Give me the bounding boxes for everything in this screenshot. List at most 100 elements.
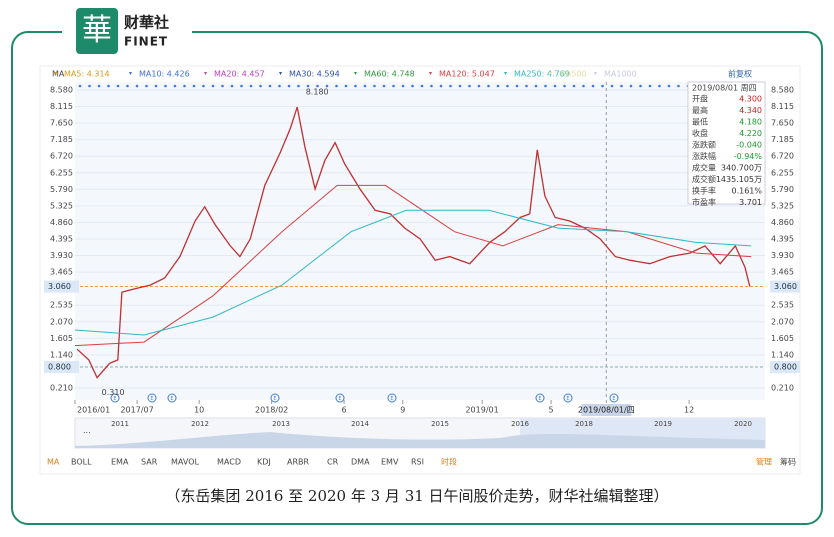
y-tick-label-right: 1.140 (771, 350, 794, 359)
right-tab[interactable]: 管理 (756, 457, 772, 467)
event-dot (563, 84, 566, 88)
navigator-handle: ··· (83, 429, 91, 438)
caption: （东岳集团 2016 至 2020 年 3 月 31 日午间股价走势，财华社编辑… (165, 487, 668, 505)
x-tick-label: 2019/01 (465, 406, 498, 415)
y-tick-label: 3.930 (50, 251, 73, 260)
y-tick-label-right: 8.580 (771, 86, 794, 95)
y-tick-label: 6.720 (50, 152, 73, 161)
navigator-year: 2015 (431, 420, 449, 428)
event-marker (563, 393, 573, 403)
info-label: 成交量 (692, 163, 716, 173)
info-label: 市盈率 (692, 197, 716, 207)
event-dot (639, 84, 642, 88)
y-tick-label: 3.465 (50, 268, 73, 277)
y-tick-label: 2.535 (50, 301, 73, 310)
y-tick-label-right: 5.325 (771, 201, 794, 210)
right-tab[interactable]: 筹码 (780, 457, 796, 467)
info-panel (687, 81, 766, 205)
event-dot (534, 84, 538, 88)
indicator-tab[interactable]: BOLL (71, 458, 92, 467)
y-tick-label-right: 7.185 (771, 135, 794, 144)
navigator-year: 2012 (191, 420, 209, 428)
info-value: -0.040 (736, 141, 762, 150)
y-tick-label: 7.650 (50, 119, 73, 128)
event-marker (609, 393, 619, 403)
indicator-tab[interactable]: MAVOL (171, 458, 199, 467)
event-marker-e: E (273, 396, 276, 402)
event-dot (496, 84, 500, 88)
event-dot (658, 84, 661, 88)
event-dot (211, 84, 215, 88)
indicator-tab[interactable]: MA (47, 458, 60, 467)
indicator-tab[interactable]: SAR (141, 458, 158, 467)
plot-bg (75, 82, 765, 400)
indicator-tab[interactable]: CR (327, 458, 339, 467)
event-dot (677, 84, 680, 88)
indicator-tab[interactable]: ARBR (287, 458, 310, 467)
info-date: 2019/08/01 周四 (692, 84, 757, 93)
y-tick-label: 1.605 (50, 334, 73, 343)
current_price-tag (44, 280, 79, 293)
indicator-tab[interactable]: KDJ (257, 458, 271, 467)
info-label: 涨跌幅 (692, 151, 716, 161)
event-dot (382, 84, 386, 88)
event-dot (202, 84, 205, 88)
navigator-year: 2018 (575, 420, 593, 428)
indicator-tab[interactable]: EMA (111, 458, 129, 467)
legend-arrow (54, 72, 57, 75)
navigator-year: 2019 (654, 420, 672, 428)
y-tick-label-right: 5.790 (771, 185, 794, 194)
crosshair-label: 2019/08/01/四 (578, 406, 635, 415)
current_price-label: 3.060 (48, 282, 71, 291)
navigator-year: 2014 (351, 420, 369, 428)
current_price-label: 3.060 (774, 282, 797, 291)
info-value: 340.700万 (721, 164, 762, 173)
event-dot (97, 84, 101, 88)
event-dot (154, 84, 158, 88)
indicator-tab[interactable]: RSI (411, 458, 424, 467)
event-dot (468, 84, 471, 88)
indicator-tab[interactable]: MACD (217, 458, 241, 467)
info-label: 最低 (692, 117, 708, 127)
event-marker (387, 393, 397, 403)
event-dot (230, 84, 234, 88)
event-dot (88, 84, 91, 88)
logo-glyph: 華 (82, 13, 112, 48)
navigator-area (75, 432, 765, 448)
crosshair-tag (581, 404, 632, 416)
low_marker-label: 0.800 (774, 362, 797, 371)
info-value: 4.300 (739, 95, 762, 104)
legend-entry: MA30: 4.594 (289, 70, 340, 79)
event-dot (354, 84, 357, 88)
x-tick-label: 12 (684, 406, 694, 415)
event-dot (430, 84, 433, 88)
event-marker-e: E (170, 396, 173, 402)
indicator-tab[interactable]: 时段 (441, 457, 457, 467)
event-dot (553, 84, 557, 88)
indicator-tab[interactable]: EMV (381, 458, 399, 467)
indicator-tab[interactable]: DMA (351, 458, 370, 467)
adjust-label: 前复权 (728, 69, 752, 79)
logo-cn: 财華社 (124, 14, 169, 32)
y-tick-label-right: 4.395 (771, 235, 794, 244)
legend-arrow (129, 72, 132, 75)
legend-entry: MA20: 4.457 (214, 70, 265, 79)
legend-entry: MA120: 5.047 (439, 70, 495, 79)
low_marker-tag (44, 360, 79, 373)
y-tick-label: 6.255 (50, 168, 73, 177)
navigator-year: 2020 (734, 420, 752, 428)
legend-entry: MA500 (559, 70, 587, 79)
event-dot (240, 84, 243, 88)
event-marker-e: E (538, 396, 541, 402)
y-tick-label-right: 6.255 (771, 168, 794, 177)
event-marker (147, 393, 157, 403)
annotation: 0.310 (102, 388, 125, 397)
logo-box (76, 8, 118, 54)
info-value: 4.340 (739, 106, 762, 115)
x-tick-label: 9 (400, 406, 405, 415)
y-tick-label: 4.860 (50, 218, 73, 227)
event-dot (572, 84, 576, 88)
event-marker-e: E (390, 396, 393, 402)
event-dot (344, 84, 348, 88)
event-dot (316, 84, 319, 88)
